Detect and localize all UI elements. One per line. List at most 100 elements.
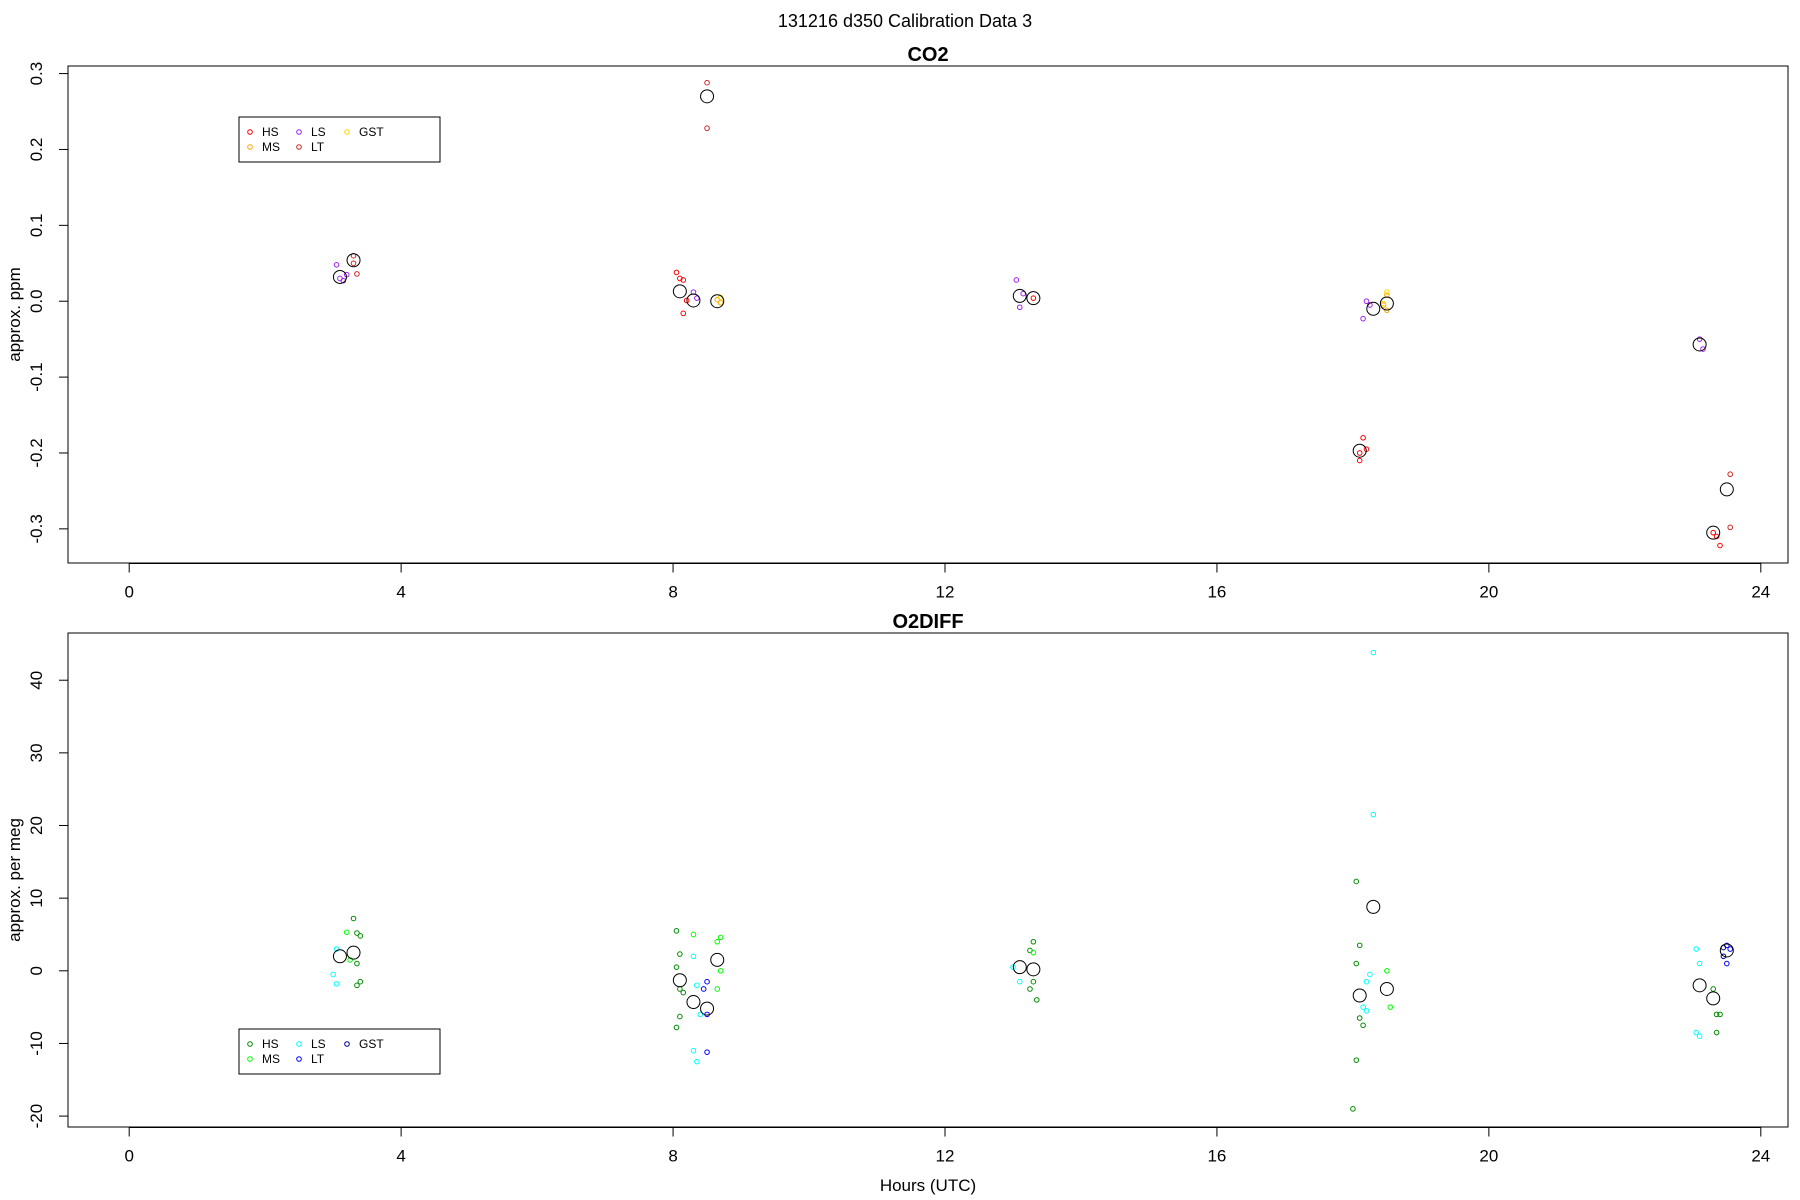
co2-point-gst bbox=[1380, 300, 1387, 307]
o2diff-point-ls bbox=[1370, 649, 1377, 656]
o2diff-point-ms bbox=[1030, 949, 1037, 956]
o2diff-legend-marker-ls bbox=[296, 1041, 302, 1047]
o2diff-legend-label-lt: LT bbox=[311, 1052, 325, 1066]
co2-mean-marker bbox=[1692, 337, 1707, 352]
co2-means bbox=[332, 89, 1734, 540]
o2diff-point-ls bbox=[697, 1011, 704, 1018]
o2diff-point-hs bbox=[673, 964, 680, 970]
co2-x-axis: 0 4 8 12 16 20 24 bbox=[124, 563, 1770, 602]
co2-mean-marker bbox=[700, 89, 715, 104]
co2-x-tick-label: 0 bbox=[124, 583, 133, 602]
o2diff-point-hs bbox=[354, 982, 360, 989]
o2diff-series-ls bbox=[330, 649, 1703, 1065]
o2diff-mean-marker bbox=[1026, 962, 1041, 977]
o2diff-point-hs bbox=[354, 930, 360, 936]
co2-x-tick-label: 16 bbox=[1207, 583, 1226, 602]
co2-legend-label-hs: HS bbox=[262, 125, 279, 139]
o2diff-point-hs bbox=[350, 915, 357, 922]
co2-point-lt bbox=[350, 260, 357, 267]
co2-legend-marker-lt bbox=[296, 144, 302, 150]
co2-mean-marker bbox=[1012, 288, 1027, 303]
o2diff-point-lt bbox=[704, 978, 710, 985]
o2diff-point-ms bbox=[717, 934, 724, 941]
co2-point-ls bbox=[1016, 304, 1023, 311]
co2-y-axis: -0.3 -0.2 -0.1 0.0 0.1 0.2 0.3 bbox=[27, 62, 68, 544]
o2diff-mean-marker bbox=[346, 945, 361, 960]
o2diff-point-ls bbox=[1010, 964, 1016, 970]
o2diff-x-tick-label: 16 bbox=[1207, 1147, 1226, 1166]
co2-mean-marker bbox=[710, 294, 725, 309]
o2diff-mean-marker bbox=[1719, 943, 1734, 958]
o2diff-means bbox=[332, 899, 1734, 1016]
co2-point-hs bbox=[677, 275, 683, 282]
o2diff-point-ls bbox=[694, 1058, 700, 1065]
o2diff-point-hs bbox=[1353, 1057, 1360, 1063]
o2diff-legend-label-gst: GST bbox=[359, 1037, 384, 1051]
o2diff-x-tick-label: 20 bbox=[1479, 1147, 1498, 1166]
co2-legend-label-ls: LS bbox=[311, 125, 326, 139]
o2diff-point-ls bbox=[690, 1047, 697, 1054]
co2-legend-marker-gst bbox=[344, 129, 350, 135]
o2diff-point-hs bbox=[1353, 960, 1360, 967]
o2diff-point-gst bbox=[1720, 953, 1727, 960]
co2-y-tick-label: -0.3 bbox=[27, 514, 46, 543]
co2-mean-marker bbox=[332, 269, 347, 284]
o2diff-point-ls bbox=[1016, 978, 1023, 985]
co2-point-ls bbox=[1360, 315, 1366, 322]
o2diff-point-ms bbox=[1387, 1004, 1394, 1010]
o2diff-mean-marker bbox=[332, 949, 347, 964]
o2diff-y-tick-label: 40 bbox=[27, 671, 46, 690]
o2diff-point-hs bbox=[1713, 1029, 1720, 1036]
co2-series-ms bbox=[714, 292, 1390, 314]
co2-point-hs bbox=[1356, 450, 1363, 456]
co2-series-hs bbox=[673, 269, 1723, 549]
o2diff-x-tick-label: 0 bbox=[124, 1147, 133, 1166]
co2-point-ms bbox=[1384, 307, 1390, 314]
o2diff-mean-marker bbox=[1366, 899, 1381, 914]
o2diff-point-hs bbox=[1030, 978, 1037, 985]
co2-series-lt bbox=[350, 79, 1734, 531]
co2-point-ms bbox=[717, 299, 724, 306]
o2diff-point-ms bbox=[714, 938, 721, 945]
co2-mean-marker bbox=[346, 253, 361, 268]
co2-legend-marker-hs bbox=[247, 129, 253, 135]
co2-x-tick-label: 4 bbox=[396, 583, 405, 602]
o2diff-point-ls bbox=[690, 953, 697, 960]
o2diff-point-hs bbox=[357, 933, 364, 939]
o2diff-point-ls bbox=[1696, 1033, 1703, 1039]
o2diff-mean-marker bbox=[1379, 981, 1394, 996]
o2diff-mean-marker bbox=[1706, 991, 1721, 1006]
co2-mean-marker bbox=[1352, 443, 1367, 458]
co2-point-hs bbox=[680, 310, 687, 317]
o2diff-mean-marker bbox=[1352, 988, 1367, 1003]
o2diff-point-hs bbox=[1353, 878, 1360, 885]
o2diff-point-ls bbox=[1363, 978, 1370, 985]
o2diff-point-hs bbox=[673, 928, 680, 934]
co2-point-gst bbox=[1384, 289, 1390, 295]
o2diff-point-ls bbox=[330, 971, 336, 978]
o2diff-x-tick-label: 12 bbox=[936, 1147, 955, 1166]
o2diff-legend-label-ms: MS bbox=[262, 1052, 280, 1066]
co2-point-lt bbox=[354, 271, 360, 277]
co2-x-tick-label: 8 bbox=[668, 583, 677, 602]
co2-mean-marker bbox=[686, 293, 701, 308]
co2-x-tick-label: 12 bbox=[936, 583, 955, 602]
o2diff-x-axis-label: Hours (UTC) bbox=[880, 1176, 976, 1195]
o2diff-point-hs bbox=[1710, 986, 1717, 992]
co2-y-tick-label: 0.0 bbox=[27, 289, 46, 313]
o2diff-point-hs bbox=[354, 960, 360, 967]
o2diff-panel: O2DIFF 0 4 8 12 16 20 24 Hours (UTC) -20 -10 0 10 20 3… bbox=[5, 611, 1789, 1195]
co2-legend-marker-ls bbox=[296, 129, 302, 135]
o2diff-title: O2DIFF bbox=[892, 611, 963, 633]
co2-mean-marker bbox=[1026, 291, 1041, 306]
o2diff-point-hs bbox=[1033, 997, 1040, 1003]
co2-y-tick-label: 0.2 bbox=[27, 138, 46, 162]
co2-y-tick-label: -0.2 bbox=[27, 438, 46, 467]
o2diff-mean-marker bbox=[686, 995, 701, 1010]
co2-legend-label-ms: MS bbox=[262, 140, 280, 154]
o2diff-series-ms bbox=[343, 929, 1394, 1010]
o2diff-legend-marker-lt bbox=[296, 1056, 302, 1062]
